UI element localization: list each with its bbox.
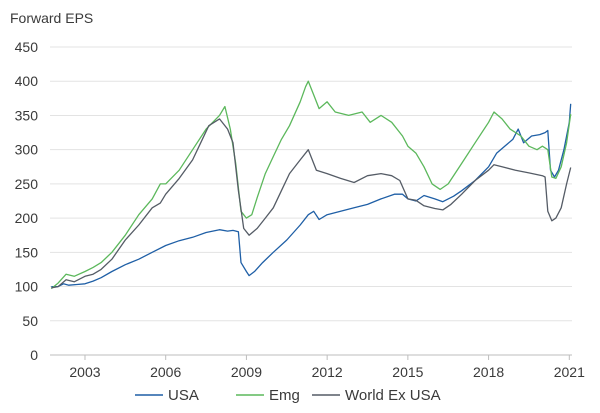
- y-tick-label: 250: [15, 176, 39, 192]
- legend-label: World Ex USA: [345, 387, 441, 404]
- legend-label: Emg: [269, 387, 300, 404]
- legend-label: USA: [168, 387, 199, 404]
- legend-item-usa: USA: [135, 387, 199, 404]
- series-line-emg: [50, 80, 572, 290]
- y-axis: 0 50 100 150 200 250 300 350 400 450: [15, 39, 39, 363]
- y-tick-label: 100: [15, 279, 39, 295]
- x-tick-label: 2006: [150, 364, 181, 380]
- x-tick-label: 2003: [69, 364, 100, 380]
- legend: USA Emg World Ex USA: [135, 387, 441, 404]
- series-lines: [50, 80, 572, 290]
- series-line-usa: [51, 103, 572, 288]
- chart-title: Forward EPS: [10, 10, 93, 26]
- gridlines: [50, 46, 572, 356]
- y-tick-label: 200: [15, 210, 39, 226]
- y-tick-label: 300: [15, 142, 39, 158]
- y-tick-label: 50: [22, 313, 38, 329]
- y-tick-label: 400: [15, 73, 39, 89]
- x-tick-label: 2012: [312, 364, 343, 380]
- x-tick-label: 2021: [554, 364, 585, 380]
- x-axis: 2003 2006 2009 2012 2015 2018 2021: [69, 355, 585, 380]
- y-tick-label: 450: [15, 39, 39, 55]
- series-line-world-ex-usa: [51, 118, 572, 289]
- y-tick-label: 0: [30, 347, 38, 363]
- x-tick-label: 2015: [392, 364, 423, 380]
- y-tick-label: 350: [15, 107, 39, 123]
- x-tick-label: 2018: [473, 364, 504, 380]
- y-tick-label: 150: [15, 244, 39, 260]
- legend-item-emg: Emg: [236, 387, 300, 404]
- legend-item-world-ex-usa: World Ex USA: [312, 387, 441, 404]
- x-tick-label: 2009: [231, 364, 262, 380]
